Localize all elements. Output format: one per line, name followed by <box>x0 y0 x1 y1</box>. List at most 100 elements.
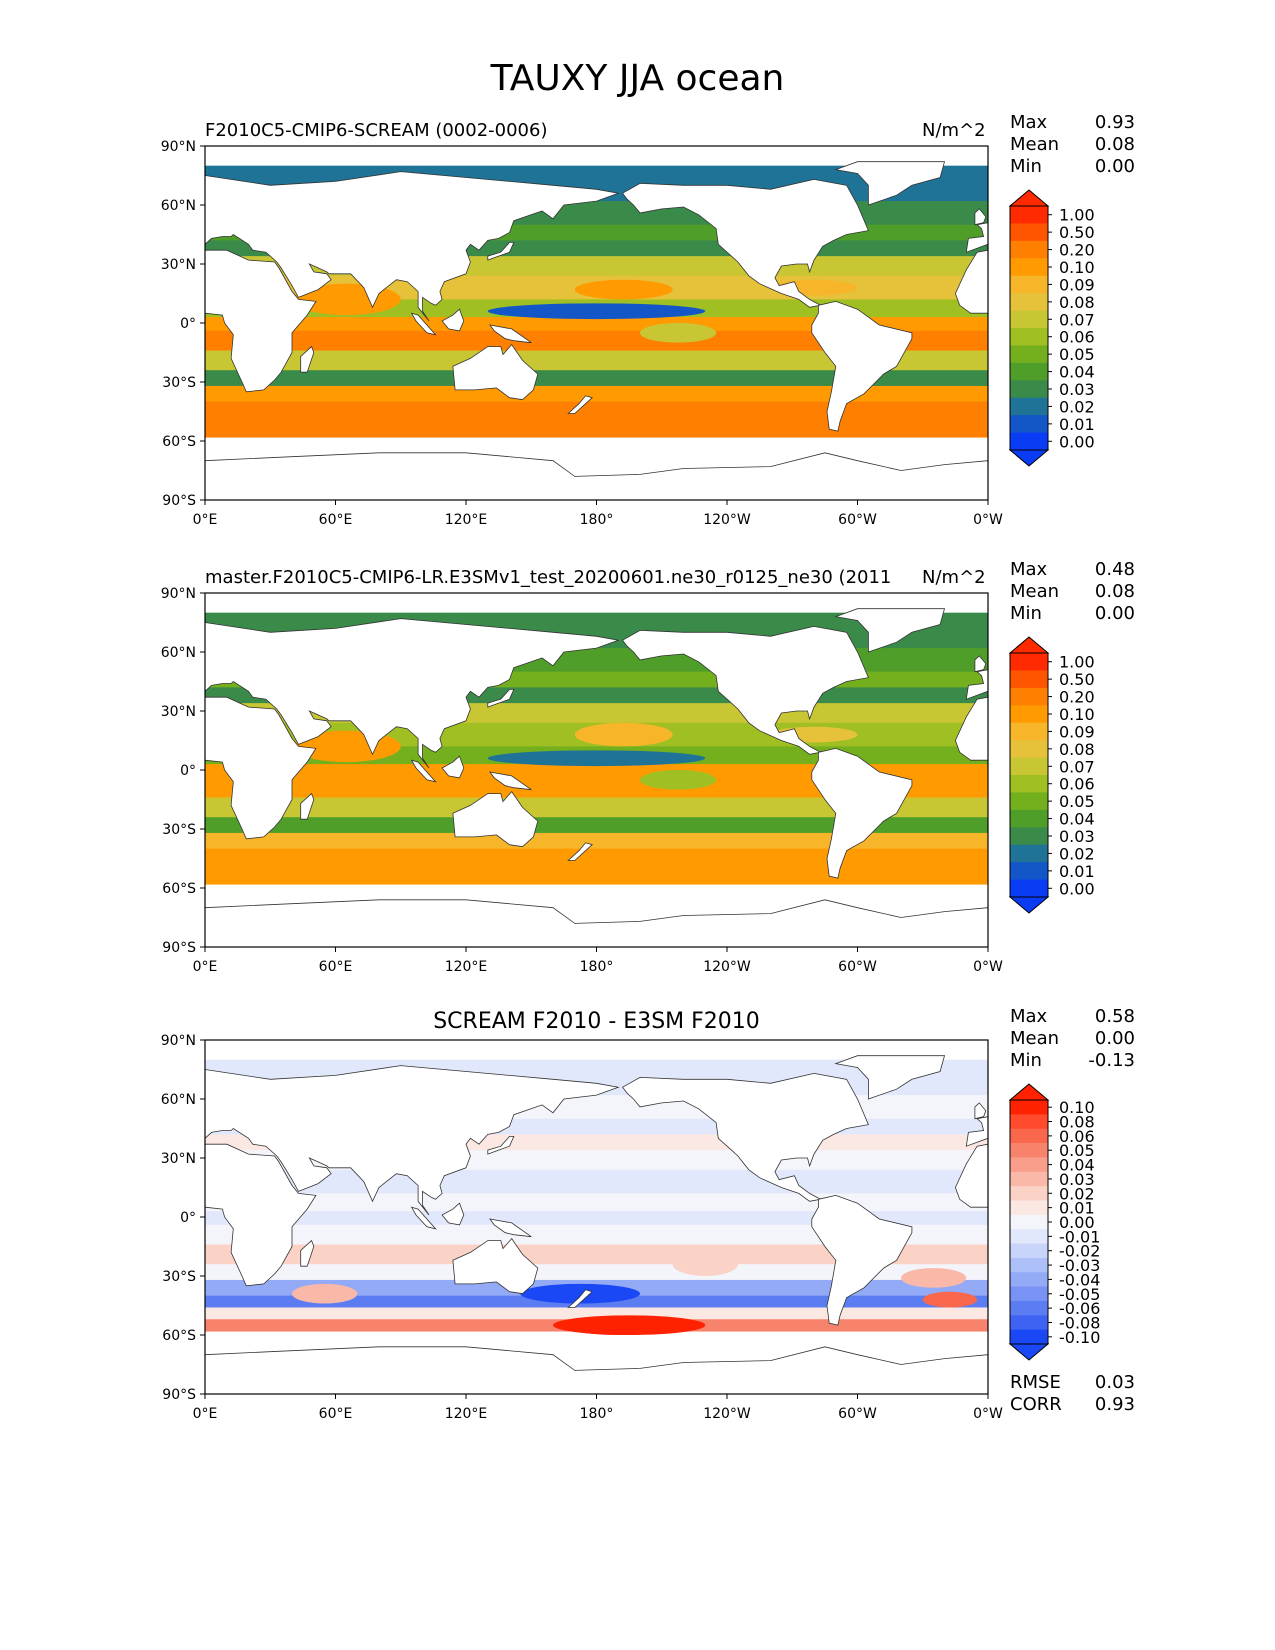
colorbar-segment <box>1010 1157 1048 1173</box>
colorbar-segment <box>1010 1171 1048 1187</box>
map-field <box>205 1040 988 1394</box>
colorbar-segment <box>1010 670 1048 689</box>
field-patch <box>574 722 673 747</box>
field-band <box>205 1169 988 1194</box>
lon-tick-label: 0°W <box>973 959 1003 975</box>
coastline-newGuinea <box>488 324 532 344</box>
colorbar-tick-label: 0.05 <box>1059 792 1095 811</box>
coastline-antarctica <box>205 899 988 947</box>
field-patch <box>640 770 717 790</box>
lat-tick-label: 30°N <box>161 704 196 720</box>
lat-tick-label: 0° <box>180 763 196 779</box>
field-band <box>205 1264 988 1281</box>
units-label: N/m^2 <box>922 567 986 588</box>
colorbar-segment <box>1010 293 1048 311</box>
colorbar-tick-label: -0.06 <box>1059 1299 1100 1318</box>
lat-tick-label: 30°S <box>162 1269 196 1285</box>
coastline-greenland <box>834 161 946 206</box>
field-band <box>205 764 988 779</box>
colorbar-segment <box>1010 432 1048 451</box>
lon-tick-label: 0°W <box>973 1406 1003 1422</box>
field-band <box>205 848 988 885</box>
field-band <box>205 1211 988 1226</box>
lat-tick-label: 0° <box>180 316 196 332</box>
colorbar-segment <box>1010 1114 1048 1130</box>
stat-mean: Mean 0.08 <box>1010 581 1135 602</box>
stat-mean: Mean 0.08 <box>1010 134 1135 155</box>
colorbar-segment <box>1010 809 1048 828</box>
coastline-madagascar <box>300 1239 315 1267</box>
coastline-nz <box>567 842 593 861</box>
lon-tick-label: 120°E <box>445 1406 488 1422</box>
lat-tick-label: 60°N <box>161 1092 196 1108</box>
panel-difference: SCREAM F2010 - E3SM F2010 Max 0.58 Mean 0.… <box>0 1004 1275 1424</box>
coastline-australia <box>452 790 539 848</box>
field-patch <box>901 1268 967 1288</box>
colorbar-tick-label: 0.20 <box>1059 688 1095 707</box>
colorbar-segment <box>1010 1128 1048 1144</box>
field-patch <box>487 303 706 320</box>
colorbar-segment <box>1010 879 1048 898</box>
stats-box: Max 0.93 Mean 0.08 Min 0.00 <box>1010 112 1135 178</box>
colorbar-segment <box>1010 1257 1048 1273</box>
colorbar-frame <box>1009 205 1049 451</box>
lon-tick-label: 120°E <box>445 512 488 528</box>
stat-min: Min 0.00 <box>1010 603 1135 624</box>
coastline-sumatra <box>410 759 437 783</box>
colorbar-tick-label: -0.05 <box>1059 1285 1100 1304</box>
lat-tick-label: 90°N <box>161 586 196 602</box>
stat-max: Max 0.58 <box>1010 1006 1135 1027</box>
coastline-antarctica <box>205 452 988 500</box>
lat-tick-label: 60°S <box>162 881 196 897</box>
colorbar-extend-bottom <box>1008 896 1050 914</box>
stat-max: Max 0.93 <box>1010 112 1135 133</box>
colorbar-segment <box>1010 1272 1048 1287</box>
coastline-southAmerica <box>811 747 913 879</box>
lat-tick-label: 30°S <box>162 375 196 391</box>
colorbar-tick-label: 1.00 <box>1059 206 1095 225</box>
colorbar-segment <box>1010 328 1048 346</box>
colorbar-segment <box>1010 1100 1048 1115</box>
colorbar-tick-label: 0.06 <box>1059 328 1095 347</box>
colorbar-tick-label: 0.02 <box>1059 1184 1095 1203</box>
coastline-eurasia <box>205 618 620 769</box>
colorbar-segment <box>1010 362 1048 381</box>
colorbar-segment <box>1010 310 1048 329</box>
colorbar-segment <box>1010 844 1048 863</box>
stat-max: Max 0.48 <box>1010 559 1135 580</box>
colorbar-tick-label: 0.50 <box>1059 670 1095 689</box>
field-patch <box>922 1291 978 1308</box>
field-band <box>205 370 988 387</box>
colorbar-tick-label: 0.05 <box>1059 1141 1095 1160</box>
colorbar-tick-label: 0.00 <box>1059 1213 1095 1232</box>
colorbar-tick-label: -0.02 <box>1059 1242 1100 1261</box>
lon-tick-label: 60°E <box>319 512 353 528</box>
lat-tick-label: 90°N <box>161 139 196 155</box>
colorbar-tick-label: 0.20 <box>1059 241 1095 260</box>
colorbar-tick-label: 0.04 <box>1059 810 1095 829</box>
coastline-uk <box>974 208 987 226</box>
colorbar-tick-label: 0.06 <box>1059 775 1095 794</box>
colorbar-extend-bottom <box>1008 449 1050 467</box>
colorbar-extend-top <box>1008 189 1050 207</box>
coastline-madagascar <box>300 792 315 820</box>
colorbar-tick-label: 0.01 <box>1059 415 1095 434</box>
coastline-europeW <box>965 222 988 253</box>
field-patch <box>574 279 673 300</box>
field-band <box>205 350 988 371</box>
lat-tick-label: 60°N <box>161 198 196 214</box>
lon-tick-label: 0°E <box>193 959 218 975</box>
field-patch <box>520 1283 640 1304</box>
colorbar-segment <box>1010 1214 1048 1230</box>
coastline-nz <box>567 395 593 414</box>
colorbar-segment <box>1010 206 1048 224</box>
colorbar-segment <box>1010 415 1048 433</box>
colorbar-extend-bottom <box>1008 1343 1050 1361</box>
coastline-japan <box>487 688 515 708</box>
lon-tick-label: 60°E <box>319 1406 353 1422</box>
coastline-antarctica <box>205 1346 988 1394</box>
colorbar-segment <box>1010 827 1048 846</box>
colorbar-tick-label: 0.10 <box>1059 705 1095 724</box>
coastline-australia <box>452 343 539 401</box>
colorbar-segment <box>1010 1229 1048 1244</box>
